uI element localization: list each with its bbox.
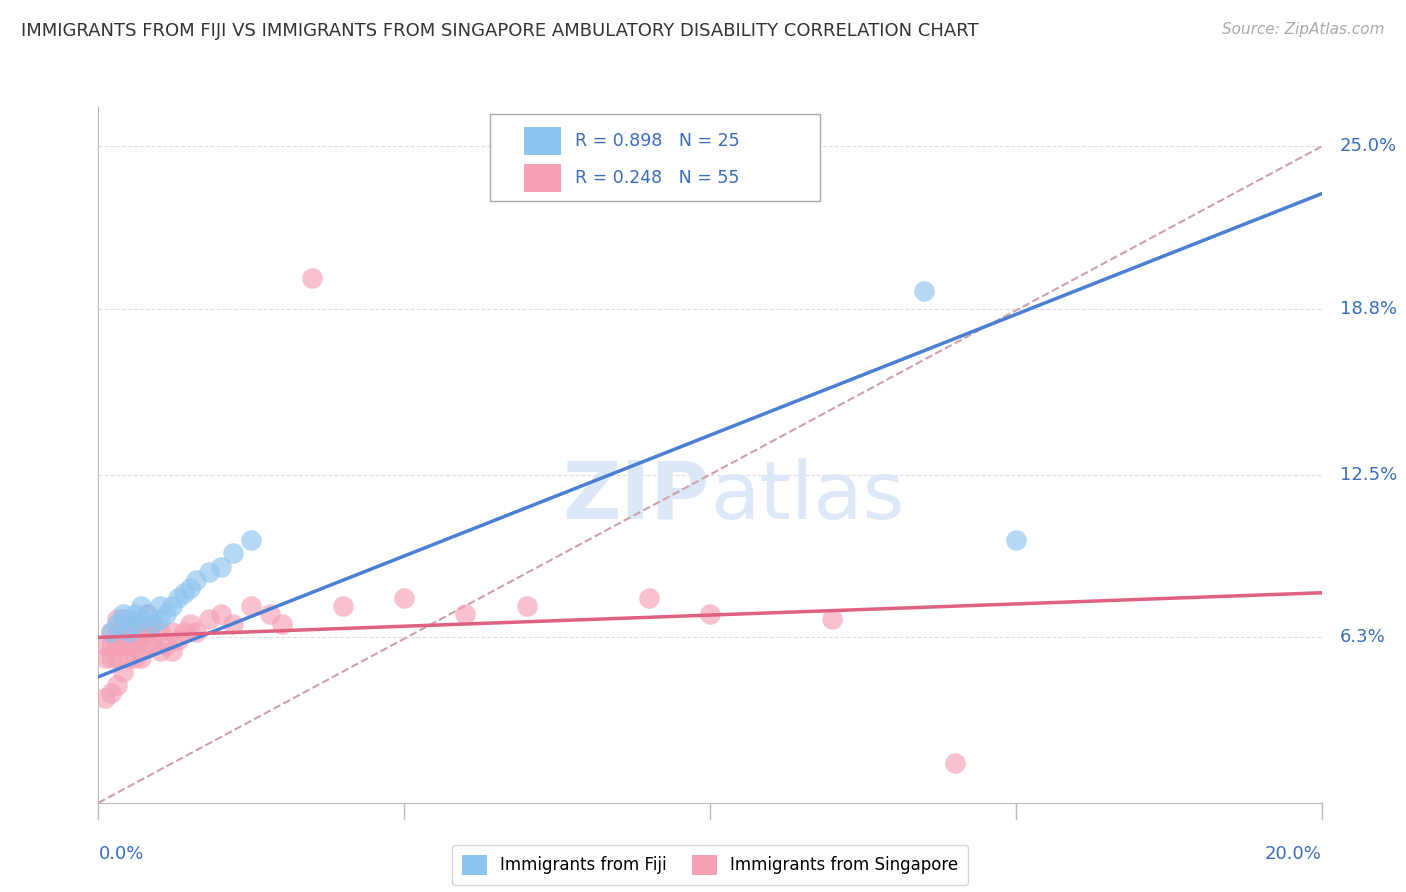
- Point: [129, 651, 152, 665]
- Point: [105, 638, 128, 652]
- Point: [129, 599, 152, 613]
- Point: [637, 591, 661, 605]
- Point: [186, 625, 208, 640]
- Text: 25.0%: 25.0%: [1340, 137, 1398, 155]
- Point: [111, 625, 134, 640]
- Point: [118, 638, 141, 652]
- Bar: [524, 164, 561, 192]
- Point: [186, 573, 208, 587]
- Point: [332, 599, 354, 613]
- Point: [173, 625, 195, 640]
- Text: R = 0.248   N = 55: R = 0.248 N = 55: [575, 169, 740, 187]
- Point: [240, 599, 263, 613]
- Point: [100, 685, 122, 699]
- Point: [111, 607, 134, 621]
- Point: [209, 607, 232, 621]
- Point: [454, 607, 477, 621]
- Point: [129, 612, 152, 626]
- Point: [111, 638, 134, 652]
- Text: 20.0%: 20.0%: [1265, 845, 1322, 863]
- Point: [699, 607, 721, 621]
- Point: [179, 617, 201, 632]
- Text: 6.3%: 6.3%: [1340, 628, 1386, 647]
- Point: [129, 633, 152, 648]
- Point: [136, 625, 159, 640]
- Point: [129, 617, 152, 632]
- Point: [100, 625, 122, 640]
- Point: [167, 591, 190, 605]
- Point: [259, 607, 281, 621]
- Point: [136, 607, 159, 621]
- Point: [155, 607, 177, 621]
- Point: [100, 651, 122, 665]
- Point: [118, 651, 141, 665]
- Point: [149, 599, 172, 613]
- Point: [943, 756, 966, 771]
- Point: [179, 581, 201, 595]
- Point: [118, 625, 141, 640]
- Point: [111, 665, 134, 679]
- Point: [821, 612, 844, 626]
- Point: [100, 625, 122, 640]
- Point: [222, 546, 245, 560]
- Point: [105, 625, 128, 640]
- Bar: [524, 128, 561, 155]
- Point: [105, 617, 128, 632]
- Point: [222, 617, 245, 632]
- Point: [160, 643, 183, 657]
- Point: [100, 638, 122, 652]
- Point: [118, 612, 141, 626]
- Text: Source: ZipAtlas.com: Source: ZipAtlas.com: [1222, 22, 1385, 37]
- Text: R = 0.898   N = 25: R = 0.898 N = 25: [575, 132, 740, 151]
- Point: [149, 625, 172, 640]
- Point: [124, 651, 146, 665]
- Point: [197, 612, 219, 626]
- Point: [142, 638, 165, 652]
- Point: [136, 638, 159, 652]
- Point: [149, 612, 172, 626]
- Point: [124, 617, 146, 632]
- Legend: Immigrants from Fiji, Immigrants from Singapore: Immigrants from Fiji, Immigrants from Si…: [451, 845, 969, 885]
- Point: [142, 617, 165, 632]
- Point: [142, 617, 165, 632]
- Text: 0.0%: 0.0%: [98, 845, 143, 863]
- Point: [392, 591, 416, 605]
- Point: [167, 633, 190, 648]
- Point: [118, 625, 141, 640]
- Point: [301, 270, 323, 285]
- Point: [124, 607, 146, 621]
- Point: [160, 599, 183, 613]
- Point: [160, 625, 183, 640]
- Point: [124, 625, 146, 640]
- Text: atlas: atlas: [710, 458, 904, 536]
- Point: [516, 599, 538, 613]
- Point: [93, 651, 115, 665]
- Point: [93, 690, 115, 705]
- Point: [93, 638, 115, 652]
- Point: [111, 612, 134, 626]
- Point: [105, 678, 128, 692]
- FancyBboxPatch shape: [489, 114, 820, 201]
- Point: [124, 638, 146, 652]
- Point: [197, 565, 219, 579]
- Point: [136, 607, 159, 621]
- Point: [1004, 533, 1026, 548]
- Text: 12.5%: 12.5%: [1340, 466, 1398, 483]
- Text: 18.8%: 18.8%: [1340, 301, 1398, 318]
- Point: [111, 612, 134, 626]
- Text: IMMIGRANTS FROM FIJI VS IMMIGRANTS FROM SINGAPORE AMBULATORY DISABILITY CORRELAT: IMMIGRANTS FROM FIJI VS IMMIGRANTS FROM …: [21, 22, 979, 40]
- Text: ZIP: ZIP: [562, 458, 710, 536]
- Point: [155, 638, 177, 652]
- Point: [270, 617, 292, 632]
- Point: [240, 533, 263, 548]
- Point: [149, 643, 172, 657]
- Point: [105, 612, 128, 626]
- Point: [209, 559, 232, 574]
- Point: [105, 651, 128, 665]
- Point: [912, 284, 935, 298]
- Point: [173, 586, 195, 600]
